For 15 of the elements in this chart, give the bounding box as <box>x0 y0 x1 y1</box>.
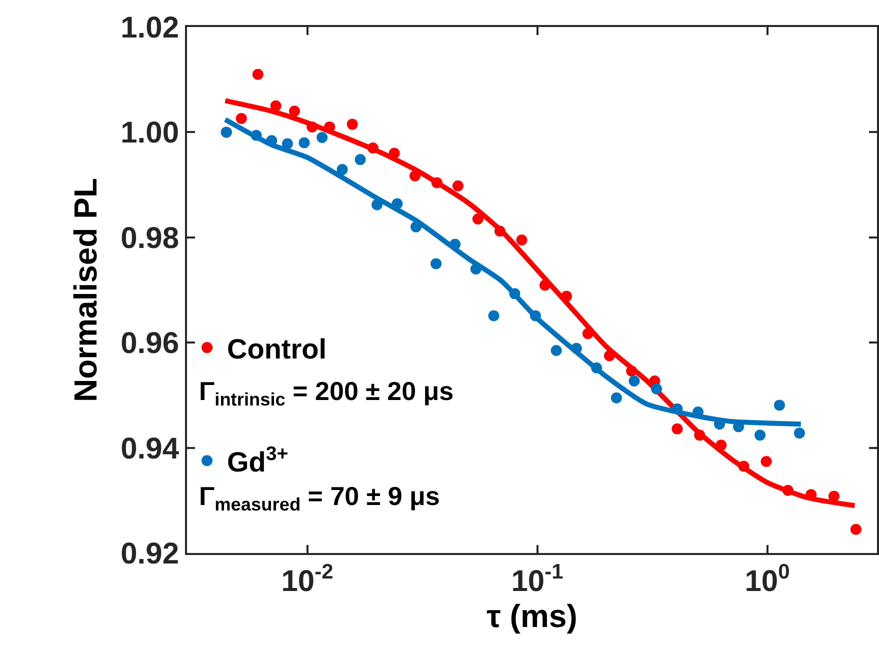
y-tick-label: 0.98 <box>120 222 179 255</box>
x-tick-label: 10$^{0}$ <box>744 560 790 598</box>
annotation: Γ$_{intrinsic}$ = 200 ± 20 μs <box>199 376 454 410</box>
legend-label: Gd$^{3+}$ <box>227 442 288 478</box>
y-tick-label: 1.02 <box>120 12 179 44</box>
y-tick-label: 1.00 <box>120 116 179 150</box>
y-tick-label: 0.92 <box>120 538 179 570</box>
x-tick-label: 10$^{-2}$ <box>281 560 334 598</box>
x-tick-label: 10$^{-1}$ <box>511 560 564 598</box>
y-tick-label: 0.96 <box>120 327 179 360</box>
legend-label: Control <box>227 333 327 364</box>
y-tick-label: 0.94 <box>120 432 180 466</box>
x-axis-title: τ (ms) <box>486 598 578 634</box>
annotation: Γ$_{measured}$ = 70 ± 9 μs <box>199 481 440 514</box>
y-axis-title: Normalised PL <box>67 178 104 402</box>
